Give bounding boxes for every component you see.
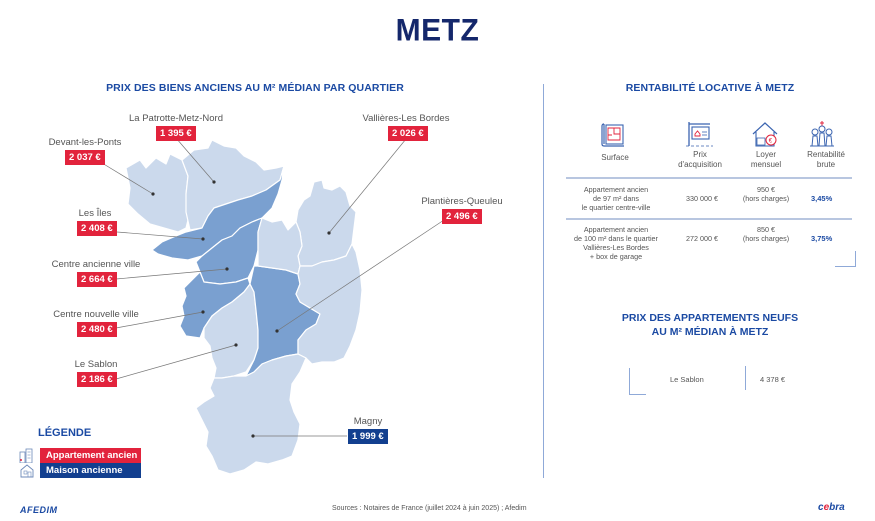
map-devant-les-ponts	[125, 153, 191, 233]
svg-text:€: €	[769, 139, 773, 145]
price-les-iles: 2 408 €	[77, 221, 117, 236]
neuf-title-line2: AU M² MÉDIAN À METZ	[651, 326, 769, 338]
header-prix-line2: d'acquisition	[678, 160, 722, 169]
sources-text: Sources : Notaires de France (juillet 20…	[332, 505, 527, 512]
header-rentabilite: Rentabilité brute	[796, 150, 856, 170]
label-les-iles: Les Îles	[78, 208, 112, 219]
row2-loyer-note: (hors charges)	[742, 234, 790, 243]
legend-maison: Maison ancienne	[40, 463, 141, 478]
header-prix: Prix d'acquisition	[668, 150, 732, 170]
header-loyer-line1: Loyer	[755, 150, 776, 159]
cebra-logo-c: c	[818, 502, 824, 513]
section-title-rentabilite: RENTABILITÉ LOCATIVE À METZ	[625, 82, 795, 94]
house-coins-icon: €	[752, 122, 778, 147]
legend-title: LÉGENDE	[38, 427, 92, 439]
header-surface: Surface	[601, 153, 629, 162]
row2-surface-line: de 100 m² dans le quartier	[574, 234, 658, 243]
row1-loyer: 950 € (hors charges)	[735, 185, 797, 203]
row2-loyer: 850 € (hors charges)	[735, 225, 797, 243]
price-centre-ancienne: 2 664 €	[77, 272, 117, 287]
neuf-price: 4 378 €	[760, 375, 786, 384]
price-magny: 1 999 €	[348, 429, 388, 444]
row1-loyer-note: (hors charges)	[742, 194, 790, 203]
row1-surface-line: le quartier centre-ville	[581, 203, 651, 212]
building-icon	[19, 448, 33, 463]
label-plantieres: Plantières-Queuleu	[421, 196, 503, 207]
neuf-divider	[745, 366, 746, 390]
label-magny: Magny	[353, 416, 383, 427]
row1-surface: Appartement ancien de 97 m² dans le quar…	[566, 185, 666, 212]
price-plantieres: 2 496 €	[442, 209, 482, 224]
row1-rentabilite: 3,45%	[811, 194, 833, 203]
row2-surface: Appartement ancien de 100 m² dans le qua…	[560, 225, 672, 261]
price-vallieres: 2 026 €	[388, 126, 428, 141]
header-prix-line1: Prix	[693, 150, 707, 159]
neuf-title-line1: PRIX DES APPARTEMENTS NEUFS	[621, 312, 799, 324]
label-patrotte: La Patrotte-Metz-Nord	[129, 113, 223, 124]
row2-rentabilite: 3,75%	[811, 234, 833, 243]
row1-surface-line: de 97 m² dans	[593, 194, 639, 203]
price-sablon: 2 186 €	[77, 372, 117, 387]
row2-surface-line: Appartement ancien	[583, 225, 649, 234]
label-sablon: Le Sablon	[74, 359, 118, 370]
neuf-quartier: Le Sablon	[670, 375, 704, 384]
price-centre-nouvelle: 2 480 €	[77, 322, 117, 337]
price-devant-les-ponts: 2 037 €	[65, 150, 105, 165]
header-rentabilite-line1: Rentabilité	[807, 150, 845, 159]
row1-loyer-amount: 950 €	[757, 185, 775, 194]
house-icon	[20, 464, 34, 478]
header-rentabilite-line2: brute	[816, 160, 836, 169]
row2-surface-line: Vallières-Les Bordes	[583, 243, 649, 252]
row2-surface-line: + box de garage	[589, 252, 643, 261]
map-borny	[257, 217, 303, 275]
label-centre-ancienne: Centre ancienne ville	[51, 259, 141, 270]
price-patrotte: 1 395 €	[156, 126, 196, 141]
page-title: METZ	[395, 13, 480, 48]
table-separator-middle	[566, 218, 852, 220]
cebra-logo: cebra	[818, 502, 845, 513]
chess-pieces-icon	[810, 121, 834, 147]
label-centre-nouvelle: Centre nouvelle ville	[53, 309, 139, 320]
sale-sign-icon	[686, 122, 713, 147]
label-devant-les-ponts: Devant-les-Ponts	[48, 137, 122, 148]
map-magny	[195, 353, 307, 475]
afedim-logo: AFEDIM	[20, 505, 58, 515]
floorplan-icon	[601, 123, 624, 147]
legend-appartement: Appartement ancien	[40, 448, 141, 463]
row1-prix: 330 000 €	[686, 194, 718, 203]
table-separator-top	[566, 177, 852, 179]
row2-loyer-amount: 850 €	[757, 225, 775, 234]
header-loyer: Loyer mensuel	[738, 150, 794, 170]
header-loyer-line2: mensuel	[750, 160, 782, 169]
cebra-logo-bra: bra	[829, 502, 845, 513]
corner-decoration-neuf	[629, 368, 646, 395]
section-title-anciens: PRIX DES BIENS ANCIENS AU M² MÉDIAN PAR …	[106, 82, 404, 94]
map-grange-aux-bois	[295, 243, 363, 365]
vertical-divider	[543, 84, 544, 478]
section-title-neuf: PRIX DES APPARTEMENTS NEUFS AU M² MÉDIAN…	[580, 311, 840, 339]
label-vallieres: Vallières-Les Bordes	[362, 113, 450, 124]
row1-surface-line: Appartement ancien	[583, 185, 649, 194]
corner-decoration	[835, 251, 856, 267]
cebra-logo-e: e	[823, 502, 830, 513]
row2-prix: 272 000 €	[686, 234, 718, 243]
